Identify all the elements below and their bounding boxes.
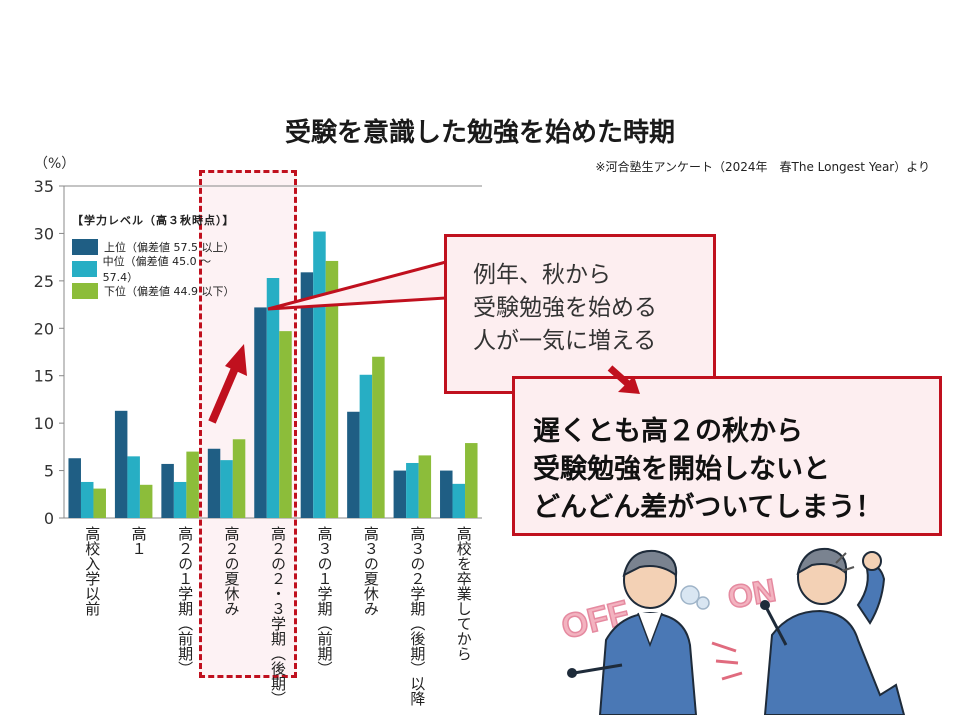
bar-top bbox=[68, 458, 81, 518]
bar-low bbox=[186, 451, 199, 518]
bar-mid bbox=[127, 456, 140, 518]
x-category-label: 高２の夏休み bbox=[223, 526, 241, 616]
legend: 【学力レベル（高３秋時点）】 上位（偏差値 57.5 以上） 中位（偏差値 45… bbox=[72, 212, 242, 302]
bar-top bbox=[300, 272, 314, 518]
bar-mid bbox=[220, 460, 233, 518]
bar-low bbox=[418, 455, 432, 518]
x-category-label: 高３の２学期（後期）以降 bbox=[408, 526, 426, 706]
callout-pointer-shape bbox=[267, 260, 448, 311]
y-tick-label: 0 bbox=[44, 509, 54, 528]
legend-label-top: 上位（偏差値 57.5 以上） bbox=[104, 241, 235, 254]
x-category-label: 高校入学以前 bbox=[83, 526, 101, 617]
legend-item-top: 上位（偏差値 57.5 以上） bbox=[72, 236, 242, 258]
bar-low bbox=[93, 488, 106, 518]
callout-trend-text: 例年、秋から 受験勉強を始める 人が一気に増える bbox=[473, 259, 657, 358]
y-tick-label: 10 bbox=[34, 414, 54, 433]
callout-trend-line-1: 例年、秋から bbox=[473, 262, 611, 288]
bar-top bbox=[393, 470, 407, 518]
bar-low bbox=[139, 484, 153, 518]
legend-item-mid: 中位（偏差値 45.0 ～ 57.4） bbox=[72, 255, 242, 284]
legend-title: 【学力レベル（高３秋時点）】 bbox=[72, 214, 235, 227]
y-tick-label: 35 bbox=[34, 177, 54, 196]
callout-advice-line-2: 受験勉強を開始しないと bbox=[533, 454, 830, 485]
on-figure: ON bbox=[711, 547, 906, 715]
y-tick-label: 20 bbox=[34, 319, 54, 338]
bar-top bbox=[347, 411, 360, 518]
y-unit-label: （%） bbox=[34, 156, 75, 172]
up-arrow-shaft bbox=[208, 364, 240, 424]
bar-low bbox=[465, 443, 478, 518]
x-category-label: 高２の２・３学期（後期） bbox=[269, 526, 287, 706]
y-tick-label: 5 bbox=[44, 462, 54, 481]
bar-mid bbox=[80, 481, 94, 518]
legend-label-mid: 中位（偏差値 45.0 ～ 57.4） bbox=[102, 255, 212, 284]
x-category-label: 高校を卒業してから bbox=[455, 526, 473, 661]
bar-mid bbox=[452, 483, 466, 518]
callout-advice-line-3: どんどん差がついてしまう！ bbox=[533, 492, 883, 523]
callout-advice: 遅くとも高２の秋から 受験勉強を開始しないと どんどん差がついてしまう！ bbox=[512, 376, 942, 536]
down-right-arrow-icon bbox=[607, 365, 640, 394]
bar-mid bbox=[266, 278, 280, 518]
bar-top bbox=[207, 448, 221, 518]
up-arrow-head bbox=[225, 344, 247, 376]
x-category-label: 高１ bbox=[130, 526, 148, 556]
legend-swatch-mid bbox=[72, 261, 97, 277]
legend-swatch-low bbox=[72, 283, 98, 299]
y-tick-label: 25 bbox=[34, 272, 54, 291]
bar-low bbox=[279, 331, 292, 518]
bar-top bbox=[254, 307, 267, 518]
off-on-illustration: OFF ON bbox=[557, 547, 906, 715]
callout-trend-line-3: 人が一気に増える bbox=[473, 328, 657, 354]
x-category-label: 高２の１学期（前期） bbox=[176, 526, 194, 676]
bar-top bbox=[161, 463, 174, 518]
bar-low bbox=[372, 356, 385, 518]
on-label: ON bbox=[725, 572, 779, 616]
bar-top bbox=[114, 410, 128, 518]
legend-item-low: 下位（偏差値 44.9 以下） bbox=[72, 280, 242, 302]
bar-low bbox=[325, 260, 339, 518]
legend-swatch-top bbox=[72, 239, 98, 255]
x-category-label: 高３の夏休み bbox=[362, 526, 380, 616]
callout-trend-line-2: 受験勉強を始める bbox=[473, 295, 657, 321]
bar-mid bbox=[406, 462, 419, 518]
bar-mid bbox=[359, 374, 373, 518]
callout-advice-text: 遅くとも高２の秋から 受験勉強を開始しないと どんどん差がついてしまう！ bbox=[533, 413, 882, 527]
x-category-label: 高３の１学期（前期） bbox=[315, 526, 333, 676]
y-tick-label: 15 bbox=[34, 367, 54, 386]
bar-low bbox=[232, 439, 246, 518]
off-figure: OFF bbox=[557, 549, 710, 715]
page-title: 受験を意識した勉強を始めた時期 bbox=[284, 118, 675, 148]
bar-mid bbox=[173, 481, 187, 518]
callout-trend: 例年、秋から 受験勉強を始める 人が一気に増える bbox=[444, 234, 716, 394]
legend-label-low: 下位（偏差値 44.9 以下） bbox=[104, 285, 235, 298]
y-tick-label: 30 bbox=[34, 224, 54, 243]
callout-advice-line-1: 遅くとも高２の秋から bbox=[533, 416, 803, 447]
source-note: ※河合塾生アンケート（2024年 春The Longest Year）より bbox=[595, 160, 930, 174]
bar-top bbox=[440, 470, 453, 518]
